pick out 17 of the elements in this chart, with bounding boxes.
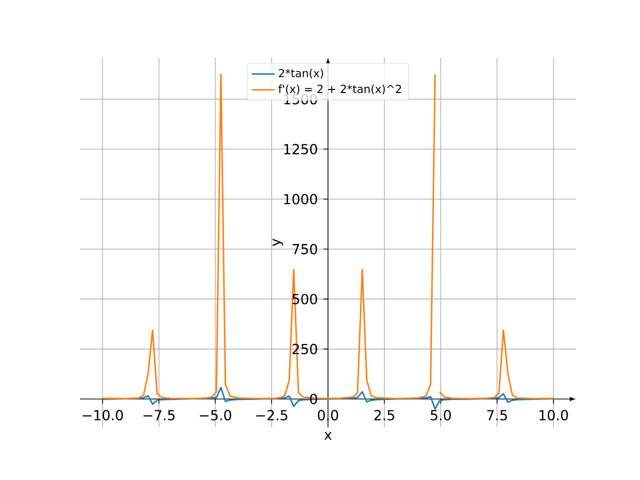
legend-label: f'(x) = 2 + 2*tan(x)^2: [278, 84, 401, 94]
x-tick-label: 2.5: [374, 410, 394, 420]
y-tick-label: 1000: [284, 194, 318, 204]
x-tick-label: 10.0: [540, 410, 568, 420]
line-series: [102, 386, 554, 410]
x-tick-label: −10.0: [82, 410, 123, 420]
x-tick-label: −5.0: [200, 410, 232, 420]
legend-label: 2*tan(x): [278, 68, 324, 79]
y-axis-title: y: [272, 238, 284, 246]
y-tick-label: 750: [292, 244, 318, 254]
y-tick-label: 1250: [284, 144, 318, 154]
x-tick-label: 7.5: [487, 410, 507, 420]
x-tick-label: 5.0: [430, 410, 451, 420]
x-axis-title: x: [324, 432, 332, 440]
x-tick-label: −2.5: [256, 410, 288, 420]
y-tick-label: 1500: [284, 94, 318, 104]
x-tick-label: −7.5: [144, 410, 175, 420]
